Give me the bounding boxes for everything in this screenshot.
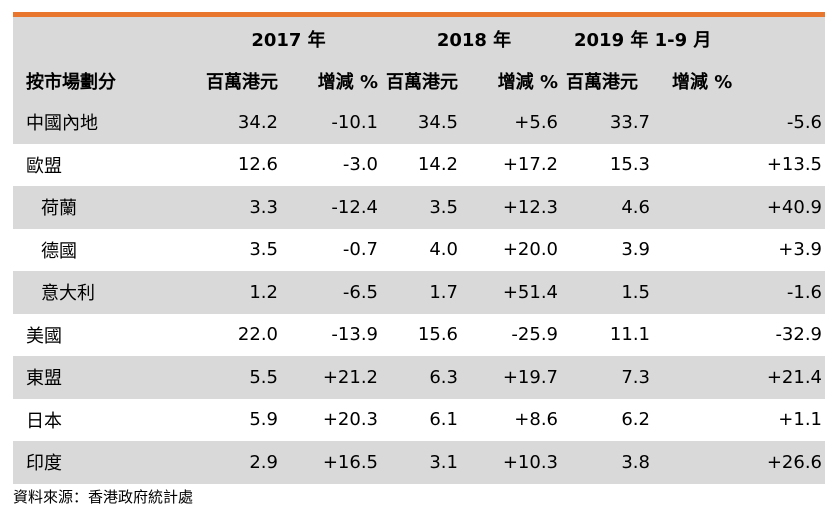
change-cell: +21.4 [652, 356, 826, 399]
row-label: 東盟 [13, 356, 193, 399]
change-cell: -10.1 [292, 101, 384, 144]
change-cell: -32.9 [775, 324, 823, 346]
value-cell: 1.5 [564, 271, 652, 314]
source-note: 資料來源：香港政府統計處 [13, 488, 194, 506]
change-header-2018: 增減 % [472, 61, 564, 101]
value-cell: 15.6 [417, 324, 458, 346]
table-row: 日本 5.9 +20.3 6.1 +8.6 6.2 +1.1 [13, 399, 825, 442]
value-header-2018: 百萬港元 [384, 61, 472, 101]
change-cell: +21.2 [292, 356, 384, 399]
change-cell: +5.6 [472, 101, 564, 144]
change-cell: -1.6 [652, 271, 826, 314]
row-label-header: 按市場劃分 [13, 61, 193, 101]
value-cell: 5.9 [249, 409, 278, 431]
change-cell: +20.0 [502, 239, 558, 261]
row-label: 德國 [41, 240, 77, 262]
change-cell: -12.4 [292, 186, 384, 229]
header-blank [13, 17, 193, 61]
row-label: 中國內地 [13, 101, 193, 144]
value-cell: 3.5 [384, 186, 472, 229]
change-cell: +8.6 [514, 409, 558, 431]
change-cell: +19.7 [472, 356, 564, 399]
value-header-2019: 百萬港元 [564, 61, 652, 101]
change-header-2017: 增減 % [292, 61, 384, 101]
row-label: 印度 [13, 441, 193, 484]
change-cell: +12.3 [472, 186, 564, 229]
value-cell: 7.3 [564, 356, 652, 399]
value-cell: 5.5 [193, 356, 292, 399]
value-cell: 1.7 [384, 271, 472, 314]
value-cell: 2.9 [193, 441, 292, 484]
change-cell: +26.6 [652, 441, 826, 484]
table-row: 中國內地 34.2 -10.1 34.5 +5.6 33.7 -5.6 [13, 101, 826, 144]
change-cell: -3.0 [342, 154, 378, 176]
value-cell: 4.0 [429, 239, 458, 261]
header-column-row: 按市場劃分 百萬港元 增減 % 百萬港元 增減 % 百萬港元 增減 % [13, 61, 826, 101]
year-2017-header: 2017 年 [193, 17, 384, 61]
change-cell: +16.5 [292, 441, 384, 484]
year-2018-header: 2018 年 [384, 17, 564, 61]
change-cell: +10.3 [472, 441, 564, 484]
change-cell: +1.1 [778, 409, 823, 431]
value-header-2017: 百萬港元 [193, 61, 292, 101]
value-cell: 6.2 [621, 409, 650, 431]
value-cell: 3.3 [193, 186, 292, 229]
value-cell: 11.1 [609, 324, 650, 346]
change-cell: -0.7 [342, 239, 378, 261]
change-cell: +17.2 [502, 154, 558, 176]
change-cell: +20.3 [322, 409, 378, 431]
table-row: 意大利 1.2 -6.5 1.7 +51.4 1.5 -1.6 [13, 271, 826, 314]
value-cell: 3.1 [384, 441, 472, 484]
value-cell: 3.9 [621, 239, 650, 261]
change-cell: +13.5 [766, 154, 823, 176]
table-row: 東盟 5.5 +21.2 6.3 +19.7 7.3 +21.4 [13, 356, 826, 399]
value-cell: 1.2 [193, 271, 292, 314]
year-2019-header: 2019 年 1-9 月 [564, 17, 826, 61]
header-year-row: 2017 年 2018 年 2019 年 1-9 月 [13, 17, 826, 61]
value-cell: 15.3 [609, 154, 650, 176]
row-label: 歐盟 [26, 155, 62, 177]
table-row: 印度 2.9 +16.5 3.1 +10.3 3.8 +26.6 [13, 441, 826, 484]
value-cell: 6.1 [429, 409, 458, 431]
change-cell: +3.9 [778, 239, 823, 261]
change-header-2019: 增減 % [652, 61, 826, 101]
change-cell: +51.4 [472, 271, 564, 314]
table-row: 歐盟 12.6 -3.0 14.2 +17.2 15.3 +13.5 [13, 144, 825, 187]
value-cell: 12.6 [237, 154, 278, 176]
change-cell: -13.9 [331, 324, 378, 346]
row-label: 意大利 [13, 271, 193, 314]
change-cell: -25.9 [511, 324, 558, 346]
value-cell: 22.0 [237, 324, 278, 346]
value-cell: 4.6 [564, 186, 652, 229]
value-cell: 34.2 [193, 101, 292, 144]
value-cell: 34.5 [384, 101, 472, 144]
row-label: 日本 [26, 410, 62, 432]
table-row: 德國 3.5 -0.7 4.0 +20.0 3.9 +3.9 [13, 229, 825, 272]
accent-top-bar [13, 12, 825, 17]
table-row: 荷蘭 3.3 -12.4 3.5 +12.3 4.6 +40.9 [13, 186, 826, 229]
table-row: 美國 22.0 -13.9 15.6 -25.9 11.1 -32.9 [13, 314, 825, 357]
row-label: 荷蘭 [13, 186, 193, 229]
change-cell: -5.6 [652, 101, 826, 144]
value-cell: 33.7 [564, 101, 652, 144]
value-cell: 3.5 [249, 239, 278, 261]
change-cell: +40.9 [652, 186, 826, 229]
value-cell: 3.8 [564, 441, 652, 484]
export-market-table: 2017 年 2018 年 2019 年 1-9 月 按市場劃分 百萬港元 增減… [13, 17, 826, 484]
change-cell: -6.5 [292, 271, 384, 314]
value-cell: 14.2 [417, 154, 458, 176]
row-label: 美國 [26, 325, 62, 347]
value-cell: 6.3 [384, 356, 472, 399]
